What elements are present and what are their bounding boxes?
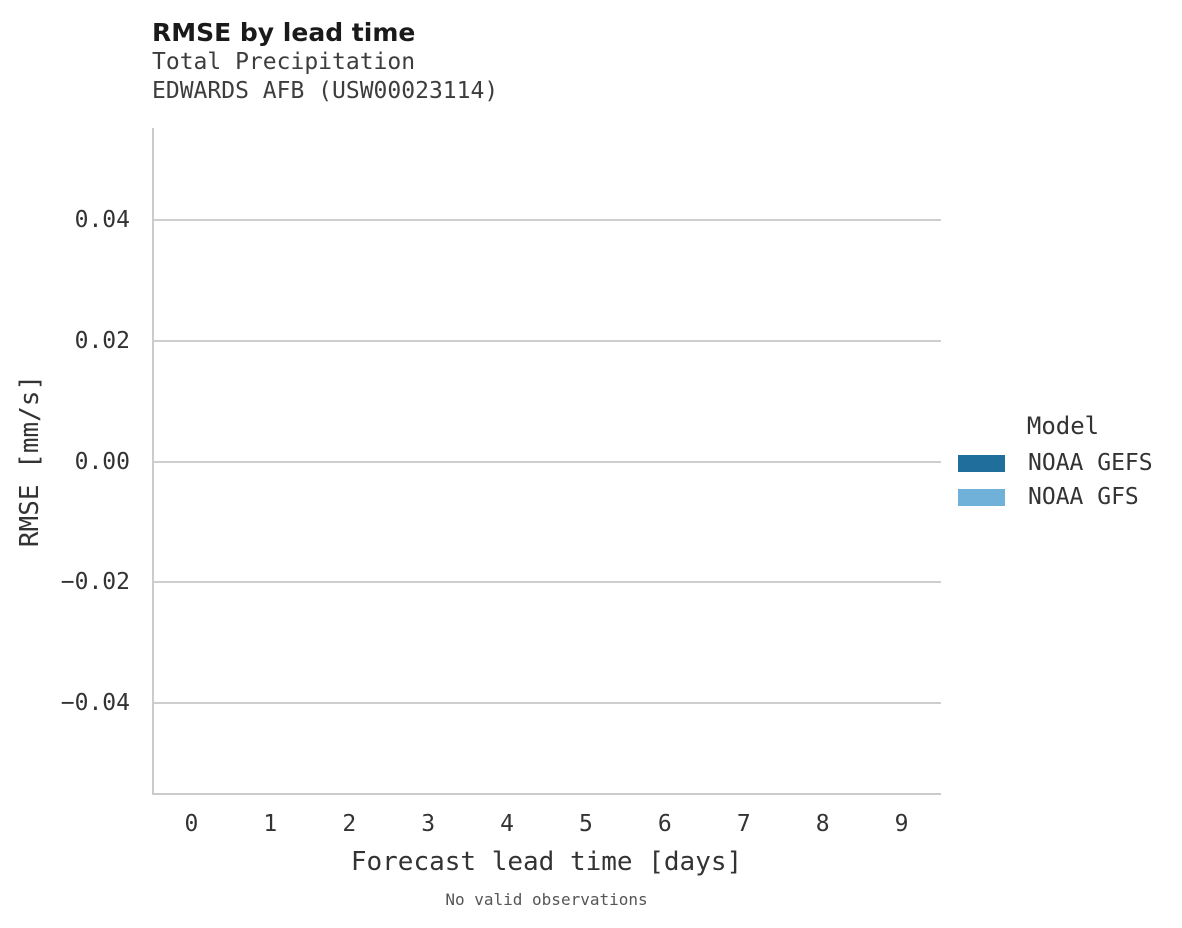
y-tick-label: −0.02	[60, 569, 130, 595]
x-tick-label: 8	[815, 811, 830, 837]
page-title: RMSE by lead time	[152, 18, 416, 47]
legend-entry: NOAA GFS	[958, 484, 1168, 510]
x-tick-label: 4	[500, 811, 514, 837]
legend: Model NOAA GEFS NOAA GFS	[958, 412, 1168, 523]
legend-label: NOAA GFS	[1028, 484, 1139, 510]
x-tick-label: 9	[894, 811, 909, 837]
x-axis-title: Forecast lead time [days]	[350, 847, 743, 877]
legend-rows: NOAA GEFS NOAA GFS	[958, 450, 1168, 510]
x-tick-label: 6	[657, 811, 672, 837]
legend-title: Model	[1026, 412, 1100, 440]
gridline-y-0.00	[154, 461, 941, 463]
chart-subtitle-station: EDWARDS AFB (USW00023114)	[152, 78, 499, 104]
x-tick-label: 2	[342, 811, 357, 837]
x-tick-label: 3	[421, 811, 436, 837]
x-tick-label: 1	[263, 811, 278, 837]
gridline-y-0.04	[154, 219, 941, 221]
y-tick-label: 0.04	[74, 207, 130, 233]
gridline-y-−0.02	[154, 581, 941, 583]
x-tick-label: 7	[736, 811, 751, 837]
legend-swatch-icon	[958, 489, 1005, 506]
chart-header: RMSE by lead time Total Precipitation ED…	[152, 17, 498, 106]
legend-label: NOAA GEFS	[1028, 450, 1153, 476]
y-tick-label: 0.00	[74, 449, 130, 475]
legend-swatch-icon	[958, 455, 1005, 472]
legend-entry: NOAA GEFS	[958, 450, 1168, 476]
y-tick-label: 0.02	[74, 328, 130, 354]
gridline-y-−0.04	[154, 702, 941, 704]
gridline-y-0.02	[154, 340, 941, 342]
plot-area	[152, 128, 941, 795]
x-tick-label: 0	[184, 811, 199, 837]
y-tick-label: −0.04	[60, 690, 130, 716]
x-tick-label: 5	[579, 811, 593, 837]
chart-subtitle-variable: Total Precipitation	[152, 49, 416, 75]
chart-caption: No valid observations	[445, 890, 648, 909]
